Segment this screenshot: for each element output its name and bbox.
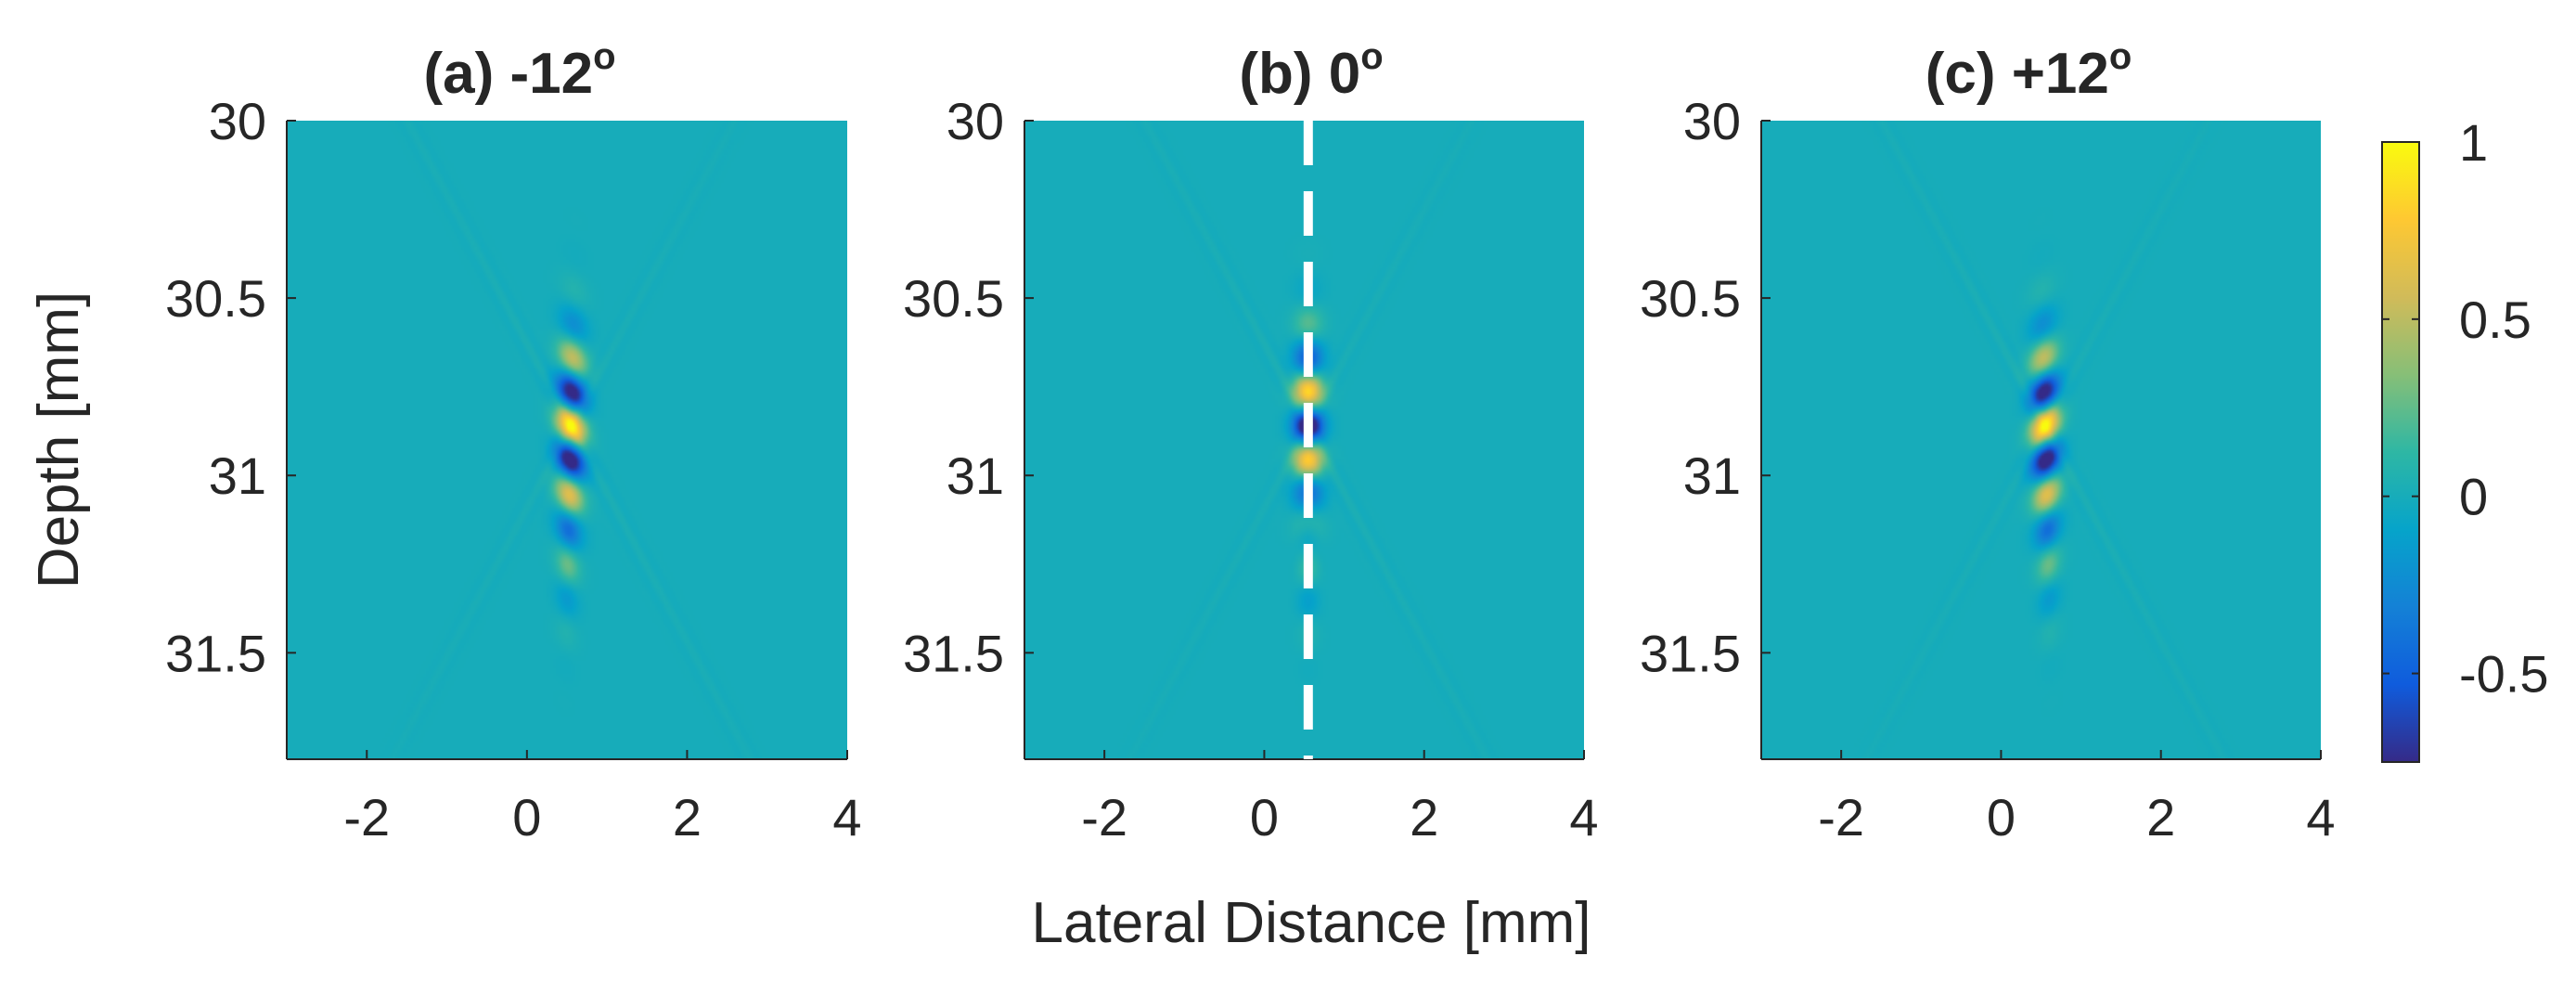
panel-a-y-tick-label: 31: [209, 446, 266, 505]
panel-a-y-tick-label: 31.5: [165, 624, 266, 682]
panel-c-y-tick-label: 31.5: [1640, 624, 1741, 682]
colorbar-tick-label: 0: [2459, 468, 2488, 526]
panel-b: 30 30.5 31 31.5 -2 0 2 4: [903, 92, 1599, 846]
panel-b-y-tick-label: 30.5: [903, 269, 1004, 328]
panel-c-y-tick-label: 31: [1683, 446, 1741, 505]
panel-b-y-tick-label: 31.5: [903, 624, 1004, 682]
panel-c-x-tick-label: 0: [1987, 788, 2016, 846]
panel-b-x-tick-label: 4: [1569, 788, 1598, 846]
panel-c-x-tick-label: 4: [2306, 788, 2335, 846]
panel-a-x-tick-label: 4: [832, 788, 861, 846]
panel-c-x-tick-label: 2: [2146, 788, 2175, 846]
panel-a-x-tick-label: 2: [673, 788, 702, 846]
panel-b-x-tick-label: 2: [1410, 788, 1438, 846]
colorbar-tick-label: 1: [2459, 113, 2488, 172]
panel-b-x-tick-label: 0: [1250, 788, 1279, 846]
panel-b-y-tick-label: 30: [947, 92, 1004, 150]
panel-a-y-tick-label: 30: [209, 92, 266, 150]
y-axis-label: Depth [mm]: [27, 291, 91, 588]
panel-a-title: (a) -12o: [423, 36, 615, 106]
panel-a-heatmap: [287, 121, 847, 759]
panel-a-y-tick-label: 30.5: [165, 269, 266, 328]
panel-a-x-tick-label: 0: [512, 788, 541, 846]
colorbar: 1 0.5 0 -0.5: [2381, 113, 2549, 763]
panel-c-y-tick-label: 30.5: [1640, 269, 1741, 328]
panel-c: 30 30.5 31 31.5 -2 0 2 4: [1640, 92, 2336, 846]
panel-b-y-tick-label: 31: [947, 446, 1004, 505]
panel-a-x-tick-label: -2: [343, 788, 390, 846]
panel-c-heatmap-image: [1761, 121, 2321, 759]
panel-c-title: (c) +12o: [1926, 36, 2132, 106]
colorbar-gradient: [2381, 141, 2420, 763]
panel-b-x-tick-label: -2: [1081, 788, 1127, 846]
colorbar-tick-label: -0.5: [2459, 645, 2549, 704]
panel-a: 30 30.5 31 31.5 -2 0 2 4: [165, 92, 862, 846]
panel-a-heatmap-image: [287, 121, 847, 759]
x-axis-label: Lateral Distance [mm]: [1032, 891, 1591, 955]
panel-c-heatmap: [1761, 121, 2321, 759]
panel-c-y-tick-label: 30: [1683, 92, 1741, 150]
panel-b-title: (b) 0o: [1239, 36, 1383, 106]
colorbar-tick-label: 0.5: [2459, 291, 2531, 349]
panel-c-x-tick-label: -2: [1818, 788, 1864, 846]
